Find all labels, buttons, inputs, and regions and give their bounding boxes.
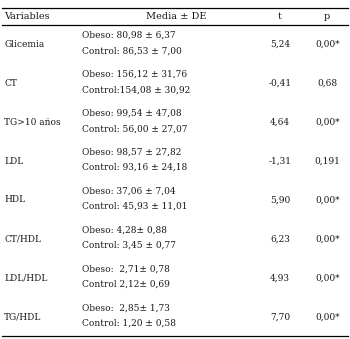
Text: Control: 56,00 ± 27,07: Control: 56,00 ± 27,07	[82, 124, 188, 133]
Text: Obeso: 156,12 ± 31,76: Obeso: 156,12 ± 31,76	[82, 70, 187, 79]
Text: Media ± DE: Media ± DE	[147, 12, 207, 21]
Text: Obeso: 37,06 ± 7,04: Obeso: 37,06 ± 7,04	[82, 186, 176, 196]
Text: 5,24: 5,24	[270, 40, 290, 49]
Text: Obeso: 4,28± 0,88: Obeso: 4,28± 0,88	[82, 225, 167, 235]
Text: t: t	[278, 12, 282, 21]
Text: CT: CT	[4, 79, 17, 88]
Text: Control: 3,45 ± 0,77: Control: 3,45 ± 0,77	[82, 241, 176, 250]
Text: 0,00*: 0,00*	[315, 235, 340, 243]
Text: CT/HDL: CT/HDL	[4, 235, 41, 243]
Text: Obeso: 80,98 ± 6,37: Obeso: 80,98 ± 6,37	[82, 31, 176, 40]
Text: -0,41: -0,41	[268, 79, 292, 88]
Text: Control:154,08 ± 30,92: Control:154,08 ± 30,92	[82, 85, 190, 94]
Text: Control: 1,20 ± 0,58: Control: 1,20 ± 0,58	[82, 319, 176, 328]
Text: Obeso:  2,85± 1,73: Obeso: 2,85± 1,73	[82, 303, 170, 312]
Text: 0,68: 0,68	[317, 79, 337, 88]
Text: TG/HDL: TG/HDL	[4, 312, 42, 321]
Text: 6,23: 6,23	[270, 235, 290, 243]
Text: 4,64: 4,64	[270, 118, 290, 126]
Text: Control: 45,93 ± 11,01: Control: 45,93 ± 11,01	[82, 202, 188, 211]
Text: 0,00*: 0,00*	[315, 118, 340, 126]
Text: LDL/HDL: LDL/HDL	[4, 273, 48, 282]
Text: Control: 93,16 ± 24,18: Control: 93,16 ± 24,18	[82, 163, 188, 172]
Text: 0,00*: 0,00*	[315, 196, 340, 204]
Text: Control 2,12± 0,69: Control 2,12± 0,69	[82, 280, 170, 289]
Text: Obeso:  2,71± 0,78: Obeso: 2,71± 0,78	[82, 264, 170, 274]
Text: 5,90: 5,90	[270, 196, 290, 204]
Text: LDL: LDL	[4, 157, 23, 165]
Text: 4,93: 4,93	[270, 273, 290, 282]
Text: 0,00*: 0,00*	[315, 312, 340, 321]
Text: 7,70: 7,70	[270, 312, 290, 321]
Text: 0,00*: 0,00*	[315, 40, 340, 49]
Text: 0,191: 0,191	[314, 157, 340, 165]
Text: 0,00*: 0,00*	[315, 273, 340, 282]
Text: TG>10 años: TG>10 años	[4, 118, 61, 126]
Text: Glicemia: Glicemia	[4, 40, 44, 49]
Text: Control: 86,53 ± 7,00: Control: 86,53 ± 7,00	[82, 46, 182, 55]
Text: Variables: Variables	[4, 12, 50, 21]
Text: Obeso: 99,54 ± 47,08: Obeso: 99,54 ± 47,08	[82, 108, 182, 118]
Text: HDL: HDL	[4, 196, 25, 204]
Text: p: p	[324, 12, 330, 21]
Text: Obeso: 98,57 ± 27,82: Obeso: 98,57 ± 27,82	[82, 147, 182, 157]
Text: -1,31: -1,31	[268, 157, 292, 165]
